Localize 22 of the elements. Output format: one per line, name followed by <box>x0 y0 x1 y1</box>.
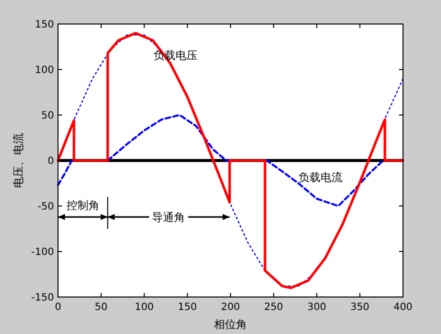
x-tick-label: 350 <box>350 302 370 313</box>
y-tick-label: 0 <box>48 156 54 167</box>
y-tick-label: -100 <box>31 247 54 258</box>
x-tick-label: 400 <box>393 302 413 313</box>
x-tick-label: 50 <box>94 302 108 313</box>
y-tick-label: -150 <box>31 292 54 304</box>
y-tick-label: -50 <box>38 202 54 212</box>
y-tick-label: 50 <box>41 110 54 122</box>
series-label: 负载电流 <box>298 171 342 184</box>
annotation: 控制角 <box>66 199 100 212</box>
x-tick-label: 300 <box>307 302 326 313</box>
x-tick-label: 200 <box>220 302 240 313</box>
y-axis-title: 电压、电流 <box>12 133 25 188</box>
y-tick-label: 100 <box>34 65 54 76</box>
x-axis-title: 相位角 <box>214 318 247 331</box>
x-tick-label: 100 <box>134 302 154 313</box>
x-tick-label: 0 <box>54 302 62 313</box>
y-tick-label: 150 <box>34 20 54 30</box>
x-tick-label: 250 <box>264 302 284 313</box>
annotation: 导通角 <box>152 211 186 224</box>
x-tick-label: 150 <box>178 302 197 313</box>
series-label: 负载电压 <box>154 49 198 62</box>
